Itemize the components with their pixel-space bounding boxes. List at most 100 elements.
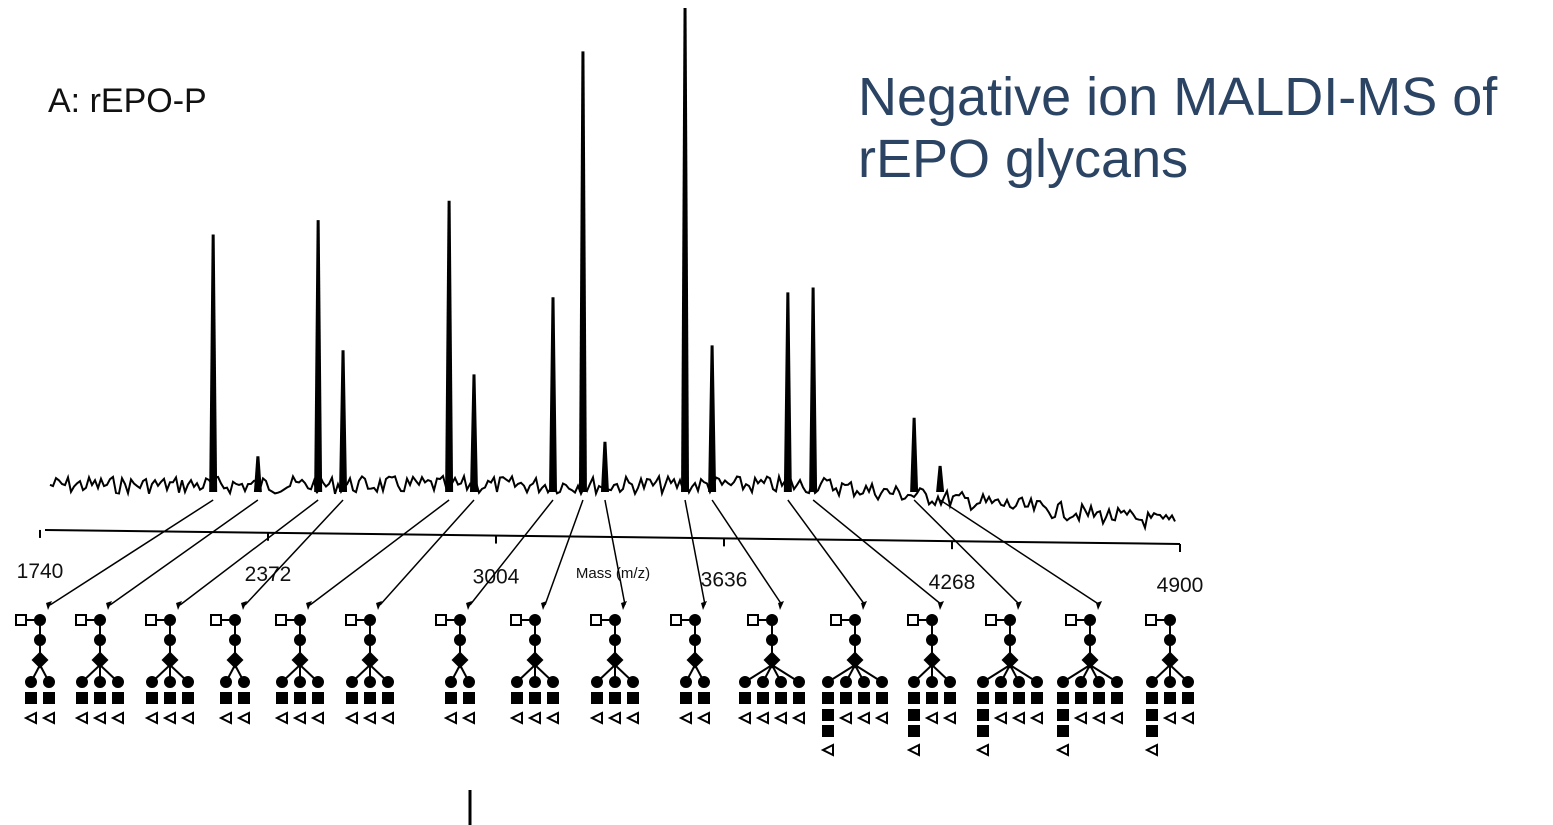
glycan-symbol: [822, 709, 834, 721]
glycan-symbol: [180, 711, 194, 725]
glycan-symbol: [840, 692, 852, 704]
slide-heading: Negative ion MALDI-MS of rEPO glycans: [858, 67, 1498, 189]
glycan-symbol: [292, 711, 306, 725]
glycan-symbol: [236, 711, 250, 725]
glycan-symbol: [94, 634, 106, 646]
glycan-symbol: [820, 743, 834, 757]
glycan-symbol: [1164, 634, 1176, 646]
glycan-symbol: [670, 614, 682, 626]
glycan-symbol: [238, 692, 250, 704]
pointer-arrow: [544, 499, 584, 606]
glycan-symbol: [1182, 676, 1194, 688]
pointer-head: [541, 601, 547, 610]
glycan-symbol: [627, 676, 639, 688]
glycan-symbol: [274, 711, 288, 725]
glycan-symbol: [1011, 711, 1025, 725]
glycan-symbol: [1057, 676, 1069, 688]
peak: [600, 441, 609, 492]
glycan-symbol: [41, 711, 55, 725]
glycan-symbol: [312, 676, 324, 688]
glycan-symbol: [76, 676, 88, 688]
peak: [910, 417, 919, 492]
glycan-symbol: [529, 634, 541, 646]
glycan-symbol: [1084, 634, 1096, 646]
glycan-symbol: [678, 711, 692, 725]
glycan-symbol: [275, 614, 287, 626]
glycan-symbol: [995, 676, 1007, 688]
glycan-symbol: [625, 711, 639, 725]
pointer-arrow: [711, 499, 783, 606]
glycan-symbol: [1001, 651, 1019, 669]
glycan-symbol: [589, 711, 603, 725]
glycan-symbol: [291, 651, 309, 669]
glycan-symbol: [1031, 692, 1043, 704]
glycan-symbol: [926, 692, 938, 704]
glycan-symbol: [529, 676, 541, 688]
glycan-symbol: [1180, 711, 1194, 725]
glycan-symbol: [908, 709, 920, 721]
glycan-symbol: [23, 711, 37, 725]
glycan-symbol: [146, 676, 158, 688]
glycan-symbol: [463, 692, 475, 704]
glycan-symbol: [747, 614, 759, 626]
glycan-symbol: [793, 692, 805, 704]
glycan-symbol: [793, 676, 805, 688]
pointer-head: [861, 601, 867, 610]
glycan-symbol: [144, 711, 158, 725]
glycan-symbol: [526, 651, 544, 669]
glycan-symbol: [43, 692, 55, 704]
peak: [339, 350, 348, 492]
glycan-symbol: [435, 614, 447, 626]
glycan-symbol: [164, 634, 176, 646]
pointer-head: [466, 601, 472, 610]
peak: [809, 287, 818, 492]
glycan-symbol: [840, 676, 852, 688]
glycan-symbol: [443, 711, 457, 725]
glycan-symbol: [527, 711, 541, 725]
glycan-symbol: [294, 634, 306, 646]
glycan-symbol: [874, 711, 888, 725]
glycan-symbol: [1144, 743, 1158, 757]
pointer-arrow: [179, 499, 319, 606]
glycan-symbol: [344, 711, 358, 725]
glycan-symbol: [312, 692, 324, 704]
peak: [209, 234, 218, 493]
glycan-symbol: [1161, 651, 1179, 669]
glycan-symbol: [547, 676, 559, 688]
glycan-symbol: [364, 676, 376, 688]
pointer-head: [46, 601, 52, 610]
glycan-symbol: [739, 676, 751, 688]
glycan-symbol: [346, 692, 358, 704]
pointer-head: [621, 601, 627, 610]
glycan-symbol: [1164, 676, 1176, 688]
glycan-symbol: [91, 651, 109, 669]
glycan-symbol: [766, 634, 778, 646]
glycan-symbol: [739, 692, 751, 704]
glycan-symbol: [1093, 692, 1105, 704]
glycan-symbol: [822, 692, 834, 704]
glycan-symbol: [445, 676, 457, 688]
glycan-symbol: [454, 634, 466, 646]
glycan-symbol: [182, 692, 194, 704]
glycan-symbol: [1182, 692, 1194, 704]
glycan-symbol: [1146, 709, 1158, 721]
x-tick-label: 2372: [245, 563, 292, 586]
peak: [578, 51, 587, 492]
glycan-symbol: [509, 711, 523, 725]
glycan-symbol: [92, 711, 106, 725]
glycan-symbol: [294, 692, 306, 704]
glycan-symbol: [1145, 614, 1157, 626]
glycan-symbol: [1057, 692, 1069, 704]
glycan-symbol: [609, 676, 621, 688]
x-tick-label: 3004: [473, 566, 520, 589]
glycan-symbol: [591, 676, 603, 688]
glycan-symbol: [907, 614, 919, 626]
glycan-symbol: [276, 676, 288, 688]
glycan-symbol: [382, 676, 394, 688]
glycan-symbol: [698, 692, 710, 704]
glycan-symbol: [294, 676, 306, 688]
glycan-symbol: [1031, 676, 1043, 688]
glycan-symbol: [112, 676, 124, 688]
glycan-symbol: [1065, 614, 1077, 626]
